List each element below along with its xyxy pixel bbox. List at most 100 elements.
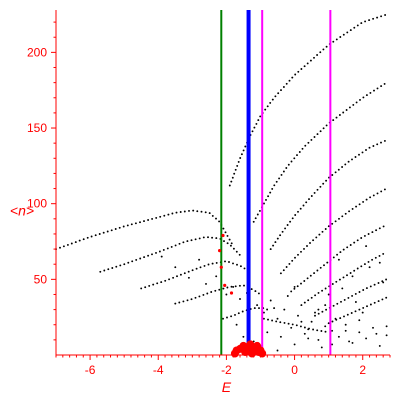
curve-0-point [183,210,186,213]
curve-13-point [267,318,269,321]
curve-10-point [338,278,341,281]
y-tick-label: 150 [27,121,47,135]
curve-8-point [279,272,282,275]
curve-1-point [99,270,102,273]
scatter-point [266,331,269,334]
curve-0-point [222,227,225,230]
curve-3-point [234,285,237,288]
scatter-point [327,293,330,296]
curve-5-point [316,54,319,56]
curve-0-point [175,211,178,214]
curve-5-point [253,126,256,129]
curve-6-point [271,187,274,190]
curve-12-point [377,300,380,303]
curve-4-point [230,315,233,318]
curve-2-point [148,284,151,287]
curve-2-point [172,276,175,279]
curve-2-point [195,267,198,270]
scatter-point [331,343,334,346]
curve-3-point [186,299,189,302]
curve-9-point [326,261,329,264]
curve-5-point [322,48,325,51]
curve-7-point [291,217,294,220]
curve-11-point [365,287,368,290]
x-tick-label: -2 [221,363,232,377]
curve-2-point [224,260,226,263]
curve-7-point [368,146,371,149]
curve-11-point [321,310,324,313]
curve-8-point [334,220,337,223]
curve-0-point [192,209,195,212]
curve-5-point [277,92,280,95]
curve-7-point [302,204,305,207]
curve-6-point [275,180,278,183]
scatter-point [365,337,368,340]
curve-8-point [282,269,285,272]
curve-10-point [382,252,385,255]
curve-12-point [331,320,334,323]
curve-3-point [210,291,213,293]
curve-13-point [299,325,302,328]
curve-4-point [226,316,228,319]
curve-8-point [362,200,365,203]
curve-5-point [356,24,359,27]
curve-1-point [235,250,238,253]
curve-2-point [183,272,186,275]
curve-10-point [300,304,303,307]
curve-3-point [226,286,229,289]
curve-8-point [380,190,383,193]
curve-5-point [342,33,345,36]
curve-7-point [380,141,382,144]
curve-8-point [341,215,344,218]
curve-6-point [348,106,351,109]
curve-7-point [294,214,297,216]
curve-0-point [208,212,211,215]
curve-4-point [253,307,256,310]
x-tick-label: -4 [153,363,164,377]
curve-0-point [188,209,190,212]
curve-3-point [243,284,245,287]
curve-6-point [307,141,310,144]
curve-7-point [344,163,347,166]
scatter-points-layer [160,245,388,352]
curve-6-point [352,103,355,106]
curve-3-point [230,285,233,288]
curve-0-point [106,230,109,233]
curve-13-point [303,326,306,329]
scatter-point [307,337,310,340]
curve-8-point [358,203,361,206]
curve-7-point [347,160,350,163]
curve-10-point [335,280,338,283]
curve-0-point [74,241,77,244]
scatter-point [160,255,163,258]
curve-10-point [303,301,306,304]
curve-0-point [134,222,137,225]
scatter-point [358,319,361,322]
curve-2-point [179,273,182,276]
curve-1-point [135,258,138,261]
curve-9-point [378,227,381,230]
curve-1-point [186,240,189,243]
curve-0-point [110,229,113,232]
curve-6-point [383,82,386,85]
curve-5-point [237,160,240,163]
plot-area [55,10,388,358]
curve-6-point [316,133,319,136]
curve-6-point [332,119,335,122]
curve-7-point [337,168,340,171]
curve-8-point [315,236,318,239]
curve-2-point [203,264,206,267]
curve-10-point [317,291,320,294]
y-tick-label: 100 [27,197,47,211]
curve-13-point [287,322,290,325]
curve-3-point [182,300,185,303]
curve-2-point [168,278,171,281]
curve-9-point [296,285,299,288]
curve-6-point [322,127,325,130]
curve-7-point [319,185,322,188]
curve-6-point [301,147,304,150]
curve-9-point [382,225,385,228]
curve-3-point [178,301,181,304]
curve-0-point [228,238,231,241]
curve-6-point [319,130,322,133]
